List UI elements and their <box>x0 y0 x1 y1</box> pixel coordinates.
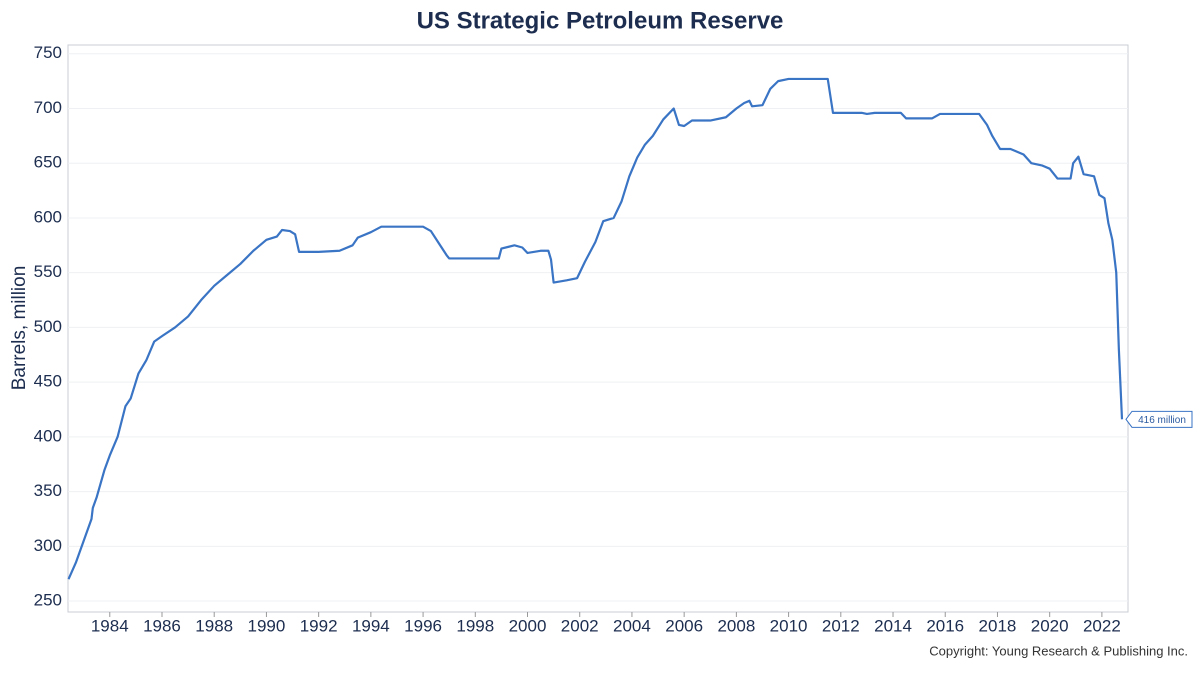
x-tick-label: 2022 <box>1083 616 1121 635</box>
y-tick-label: 650 <box>34 153 62 172</box>
x-tick-label: 2020 <box>1031 616 1069 635</box>
y-tick-label: 550 <box>34 262 62 281</box>
x-tick-label: 2014 <box>874 616 912 635</box>
x-tick-label: 1998 <box>456 616 494 635</box>
x-tick-label: 2016 <box>926 616 964 635</box>
x-tick-label: 1990 <box>248 616 286 635</box>
x-tick-label: 1988 <box>195 616 233 635</box>
y-tick-label: 350 <box>34 481 62 500</box>
x-tick-label: 1994 <box>352 616 390 635</box>
x-tick-label: 1984 <box>91 616 129 635</box>
x-tick-label: 2012 <box>822 616 860 635</box>
y-tick-label: 600 <box>34 207 62 226</box>
copyright: Copyright: Young Research & Publishing I… <box>929 643 1188 658</box>
value-label: 416 million <box>1138 415 1186 426</box>
chart-title: US Strategic Petroleum Reserve <box>417 7 784 34</box>
y-tick-label: 500 <box>34 317 62 336</box>
y-tick-label: 400 <box>34 426 62 445</box>
x-tick-label: 1986 <box>143 616 181 635</box>
data-line <box>67 77 1124 580</box>
x-tick-label: 2008 <box>717 616 755 635</box>
y-tick-label: 700 <box>34 98 62 117</box>
x-tick-label: 2010 <box>770 616 808 635</box>
y-axis-label: Barrels, million <box>9 266 30 391</box>
x-tick-label: 2006 <box>665 616 703 635</box>
y-tick-label: 300 <box>34 536 62 555</box>
x-tick-label: 1996 <box>404 616 442 635</box>
y-tick-label: 750 <box>34 43 62 62</box>
y-tick-label: 450 <box>34 372 62 391</box>
x-tick-label: 1992 <box>300 616 338 635</box>
x-tick-label: 2000 <box>509 616 547 635</box>
y-tick-label: 250 <box>34 591 62 610</box>
plot-frame <box>67 44 1129 613</box>
x-tick-label: 2002 <box>561 616 599 635</box>
value-label-box <box>1125 410 1193 428</box>
x-tick-label: 2004 <box>613 616 651 635</box>
x-tick-label: 2018 <box>979 616 1017 635</box>
